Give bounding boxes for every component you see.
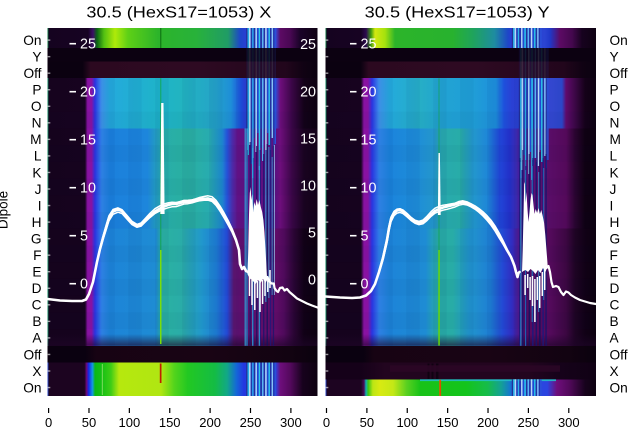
svg-text:I: I [38,198,42,213]
svg-text:Off: Off [23,66,41,81]
svg-text:O: O [610,99,621,114]
svg-text:F: F [610,248,618,263]
svg-text:D: D [610,281,620,296]
svg-text:200: 200 [199,415,221,430]
svg-text:0: 0 [308,273,316,289]
svg-text:200: 200 [477,415,499,430]
svg-text:Dipole: Dipole [0,191,11,229]
svg-text:P: P [610,83,619,98]
svg-text:C: C [32,298,42,313]
svg-text:300: 300 [280,415,302,430]
svg-text:J: J [35,182,42,197]
svg-text:L: L [610,149,618,164]
svg-text:X: X [610,364,619,379]
svg-text:B: B [32,314,41,329]
svg-text:N: N [32,116,42,131]
svg-text:F: F [33,248,41,263]
svg-text:250: 250 [240,415,262,430]
svg-text:On: On [610,33,628,48]
svg-text:H: H [610,215,620,230]
svg-text:L: L [34,149,42,164]
svg-text:20: 20 [80,85,96,101]
svg-text:10: 10 [300,179,316,195]
svg-text:10: 10 [80,181,96,197]
svg-text:5: 5 [308,226,316,242]
svg-text:G: G [610,231,621,246]
svg-text:100: 100 [119,415,141,430]
svg-text:25: 25 [361,37,377,53]
svg-text:E: E [32,265,41,280]
svg-text:50: 50 [360,415,374,430]
svg-text:I: I [610,198,614,213]
svg-text:25: 25 [80,37,96,53]
svg-text:J: J [610,182,617,197]
svg-text:15: 15 [361,133,377,149]
svg-text:Off: Off [610,347,628,362]
svg-text:0: 0 [323,415,330,430]
svg-text:G: G [31,231,42,246]
svg-text:On: On [610,380,628,395]
svg-text:30.5 (HexS17=1053) Y: 30.5 (HexS17=1053) Y [365,5,550,22]
svg-text:5: 5 [361,229,369,245]
svg-text:30.5 (HexS17=1053) X: 30.5 (HexS17=1053) X [86,5,272,22]
svg-text:100: 100 [396,415,418,430]
svg-text:X: X [32,364,41,379]
svg-text:On: On [23,33,41,48]
svg-text:On: On [23,380,41,395]
svg-text:0: 0 [361,277,369,293]
svg-text:250: 250 [518,415,540,430]
svg-text:A: A [610,331,620,346]
svg-text:K: K [32,165,41,180]
svg-text:C: C [610,298,620,313]
svg-text:A: A [32,331,42,346]
svg-text:B: B [610,314,619,329]
svg-text:Y: Y [32,49,41,64]
svg-text:E: E [610,265,619,280]
svg-text:20: 20 [361,85,377,101]
svg-text:H: H [32,215,42,230]
svg-text:150: 150 [159,415,181,430]
svg-text:D: D [32,281,42,296]
svg-text:O: O [31,99,42,114]
svg-text:15: 15 [80,133,96,149]
svg-text:10: 10 [361,181,377,197]
svg-text:300: 300 [558,415,580,430]
svg-text:5: 5 [80,229,88,245]
svg-text:P: P [32,83,41,98]
svg-text:Off: Off [610,66,628,81]
svg-text:20: 20 [300,84,316,100]
svg-text:50: 50 [82,415,96,430]
svg-text:0: 0 [45,415,52,430]
svg-text:N: N [610,116,620,131]
svg-text:150: 150 [437,415,459,430]
svg-text:Y: Y [610,49,619,64]
svg-text:25: 25 [300,37,316,53]
svg-text:0: 0 [80,277,88,293]
svg-text:Off: Off [23,347,41,362]
svg-text:15: 15 [300,131,316,147]
svg-text:M: M [610,132,621,147]
svg-text:K: K [610,165,619,180]
svg-text:M: M [30,132,41,147]
